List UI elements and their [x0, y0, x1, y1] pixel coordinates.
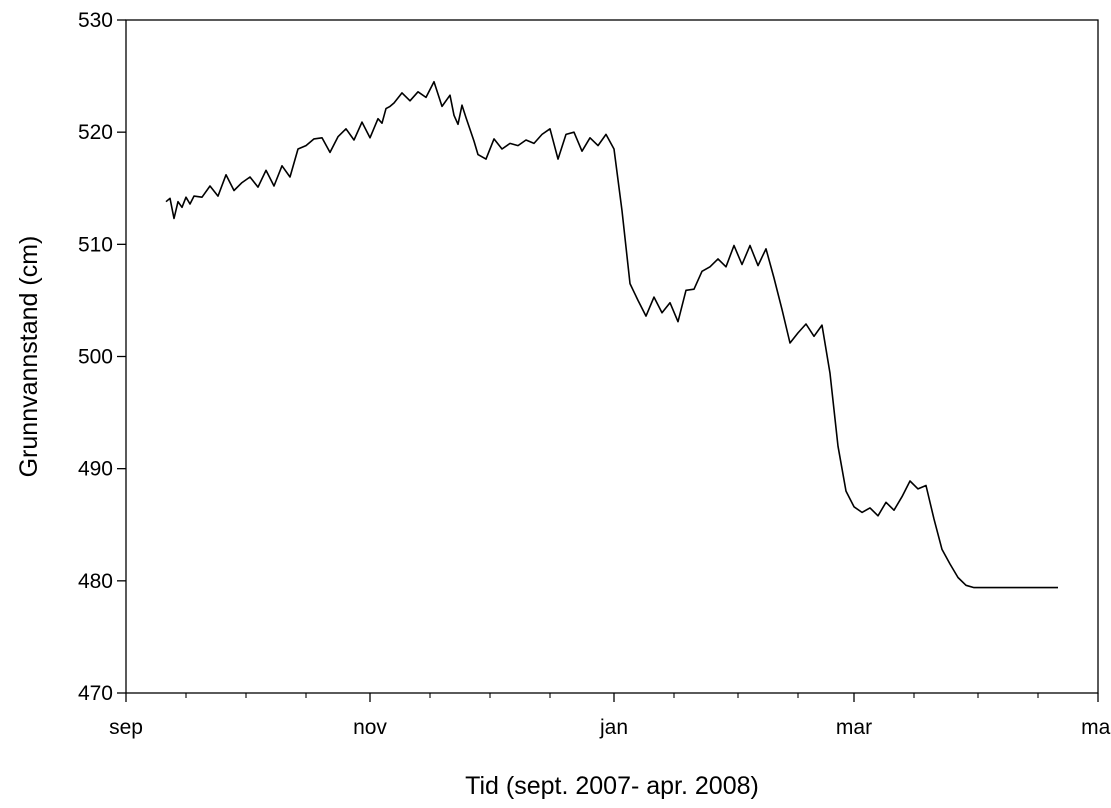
y-tick-label: 530	[78, 9, 113, 32]
y-tick-label: 520	[78, 121, 113, 144]
y-axis-ticks: 470 480 490 500 510 520 530	[78, 9, 126, 705]
x-tick-label: sep	[109, 716, 143, 739]
x-tick-label: jan	[599, 716, 628, 739]
x-tick-label: mar	[836, 716, 872, 739]
x-tick-label: nov	[353, 716, 387, 739]
series-layer	[165, 80, 1058, 589]
y-tick-label: 510	[78, 233, 113, 256]
y-tick-label: 480	[78, 570, 113, 593]
x-axis-ticks: sep nov jan mar mai	[109, 693, 1111, 739]
plot-border	[125, 19, 1099, 694]
y-tick-label: 470	[78, 682, 113, 705]
y-tick-label: 490	[78, 458, 113, 481]
y-axis-title: Grunnvannstand (cm)	[15, 236, 43, 478]
y-tick-label: 500	[78, 346, 113, 369]
groundwater-series-line	[165, 80, 1058, 589]
x-axis-title: Tid (sept. 2007- apr. 2008)	[465, 772, 759, 800]
x-tick-label: mai	[1081, 716, 1111, 739]
plot-frame	[125, 19, 1099, 694]
